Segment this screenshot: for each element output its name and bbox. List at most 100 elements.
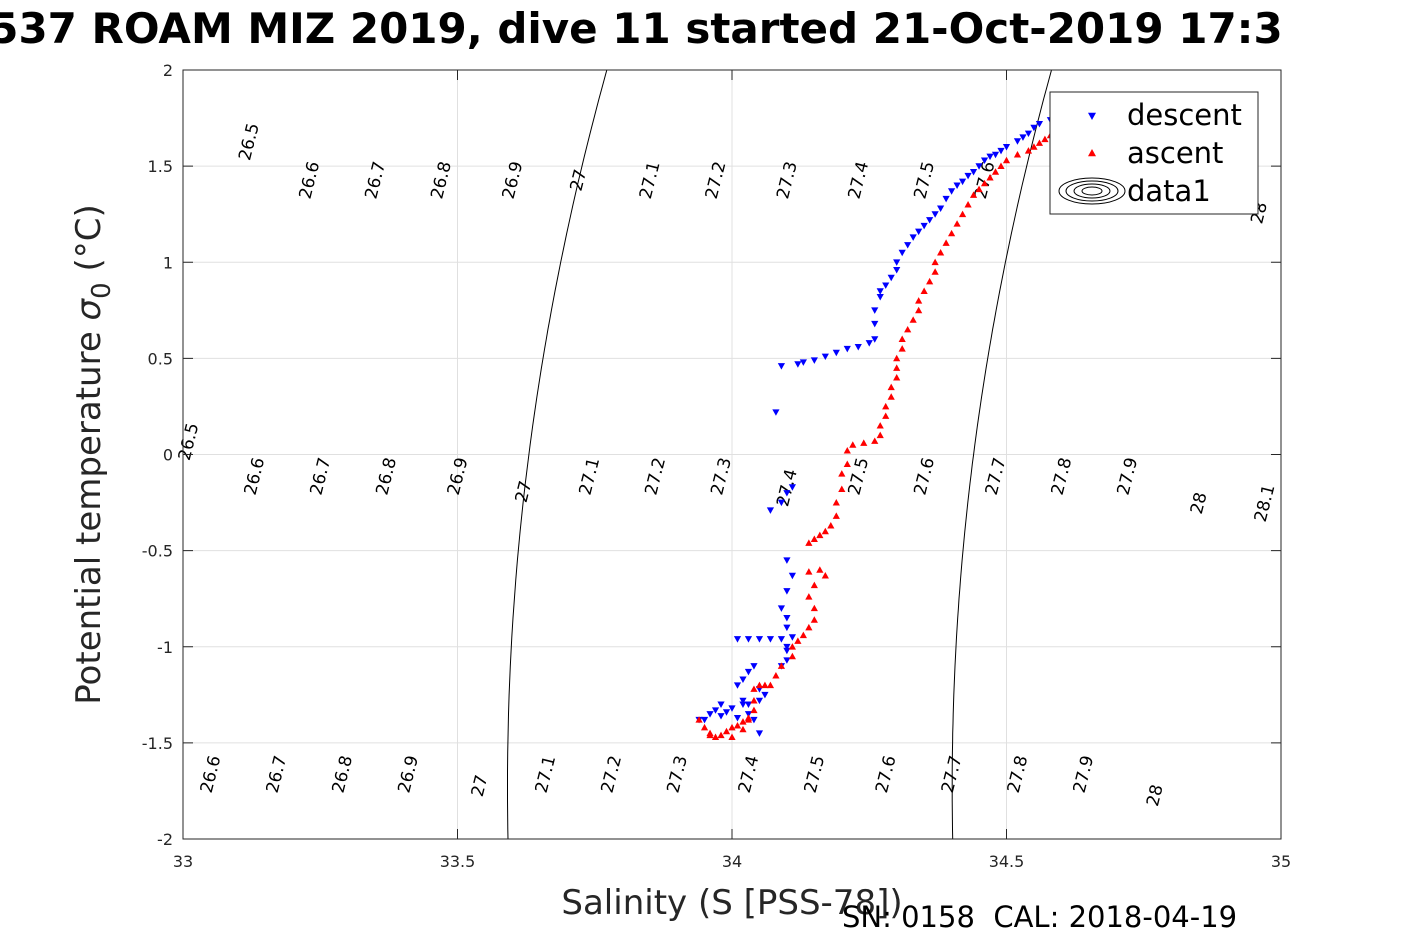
ascent-point bbox=[711, 733, 720, 740]
contour-label: 26.9 bbox=[444, 456, 473, 498]
contour-label: 27 bbox=[512, 479, 537, 505]
y-axis-label-sigma: σ bbox=[69, 297, 109, 320]
contour-label: 27.3 bbox=[663, 754, 692, 796]
descent-point bbox=[854, 343, 862, 351]
contour-label: 26.7 bbox=[307, 456, 336, 498]
contour-label: 28.1 bbox=[1251, 482, 1280, 524]
ascent-point bbox=[728, 723, 736, 731]
legend-data1-label: data1 bbox=[1127, 174, 1211, 208]
ascent-point bbox=[931, 268, 939, 275]
ascent-point bbox=[1030, 143, 1038, 150]
ascent-point bbox=[794, 637, 802, 644]
descent-point bbox=[794, 361, 802, 368]
y-tick-label: 1.5 bbox=[148, 157, 173, 176]
contour-label: 27.7 bbox=[938, 754, 967, 796]
ascent-point bbox=[739, 718, 747, 725]
descent-point bbox=[722, 709, 731, 716]
descent-point bbox=[964, 172, 972, 180]
ascent-point bbox=[997, 162, 1005, 170]
descent-point bbox=[1024, 130, 1033, 138]
ascent-point bbox=[843, 460, 851, 467]
ascent-point bbox=[805, 593, 813, 600]
ascent-point bbox=[898, 335, 906, 343]
descent-point bbox=[755, 730, 764, 737]
contour-label: 27.6 bbox=[911, 456, 940, 498]
contour-label: 27.9 bbox=[1114, 456, 1143, 498]
ascent-point bbox=[799, 631, 807, 639]
ascent-point bbox=[1035, 139, 1044, 146]
descent-point bbox=[772, 409, 780, 416]
legend-contour-ring bbox=[1058, 177, 1126, 205]
x-tick-label: 35 bbox=[1271, 852, 1291, 871]
y-tick-label: 2 bbox=[163, 61, 173, 80]
ascent-point bbox=[750, 685, 758, 692]
descent-point bbox=[783, 657, 791, 664]
ascent-point bbox=[915, 306, 923, 314]
ascent-point bbox=[898, 345, 906, 352]
contour-label: 27.6 bbox=[872, 754, 901, 796]
ascent-point bbox=[915, 297, 923, 304]
ascent-point bbox=[926, 277, 934, 285]
legend-contour-ring bbox=[1081, 186, 1103, 196]
ascent-point bbox=[810, 604, 818, 612]
descent-point bbox=[739, 676, 747, 684]
descent-point bbox=[728, 705, 736, 712]
ascent-point bbox=[728, 733, 736, 740]
descent-point bbox=[783, 624, 791, 632]
descent-point bbox=[948, 188, 956, 195]
contour-label: 26.5 bbox=[235, 121, 264, 163]
descent-point bbox=[832, 349, 840, 357]
descent-point bbox=[744, 701, 753, 709]
descent-point bbox=[777, 605, 786, 612]
descent-point bbox=[788, 634, 796, 641]
contour-label: 27.2 bbox=[641, 456, 670, 498]
ascent-point bbox=[986, 174, 994, 181]
y-tick-label: -1 bbox=[157, 638, 173, 657]
descent-point bbox=[915, 228, 923, 236]
ascent-point bbox=[821, 572, 829, 579]
descent-point bbox=[700, 716, 709, 724]
descent-point bbox=[937, 205, 945, 213]
descent-point bbox=[1019, 134, 1027, 141]
ascent-point bbox=[810, 616, 818, 623]
ascent-point bbox=[942, 239, 950, 246]
descent-point bbox=[755, 697, 764, 705]
ascent-point bbox=[766, 681, 775, 689]
ascent-point bbox=[722, 727, 731, 735]
descent-point bbox=[739, 697, 747, 705]
descent-point bbox=[926, 217, 934, 224]
ascent-point bbox=[980, 179, 989, 187]
descent-point bbox=[893, 259, 901, 266]
descent-point bbox=[904, 242, 912, 249]
ascent-point bbox=[920, 287, 928, 294]
ascent-point bbox=[937, 249, 945, 256]
isopycnal-27 bbox=[507, 70, 608, 839]
ascent-point bbox=[832, 512, 840, 519]
descent-point bbox=[1035, 120, 1044, 128]
descent-point bbox=[744, 668, 753, 676]
descent-point bbox=[777, 363, 786, 370]
ascent-point bbox=[772, 671, 780, 679]
ascent-point bbox=[706, 729, 714, 737]
descent-point bbox=[942, 195, 950, 203]
descent-point bbox=[958, 178, 967, 186]
legend-contour-ring bbox=[1073, 183, 1111, 199]
ascent-point bbox=[777, 662, 786, 669]
ascent-point bbox=[810, 535, 818, 542]
descent-point bbox=[969, 169, 978, 176]
ascent-point bbox=[832, 498, 840, 506]
ascent-point bbox=[893, 354, 901, 362]
ascent-point bbox=[887, 393, 895, 400]
descent-point bbox=[871, 336, 879, 343]
descent-point bbox=[755, 636, 764, 643]
legend: descent ascent data1 bbox=[1049, 91, 1259, 215]
ascent-point bbox=[876, 431, 884, 439]
descent-series bbox=[695, 111, 1060, 737]
descent-point bbox=[871, 320, 879, 328]
contour-label: 27.1 bbox=[576, 456, 605, 498]
contour-label: 26.8 bbox=[372, 456, 401, 498]
descent-point bbox=[750, 716, 758, 724]
descent-point bbox=[783, 643, 791, 651]
chart-title: 0537 ROAM MIZ 2019, dive 11 started 21-O… bbox=[0, 4, 1283, 53]
